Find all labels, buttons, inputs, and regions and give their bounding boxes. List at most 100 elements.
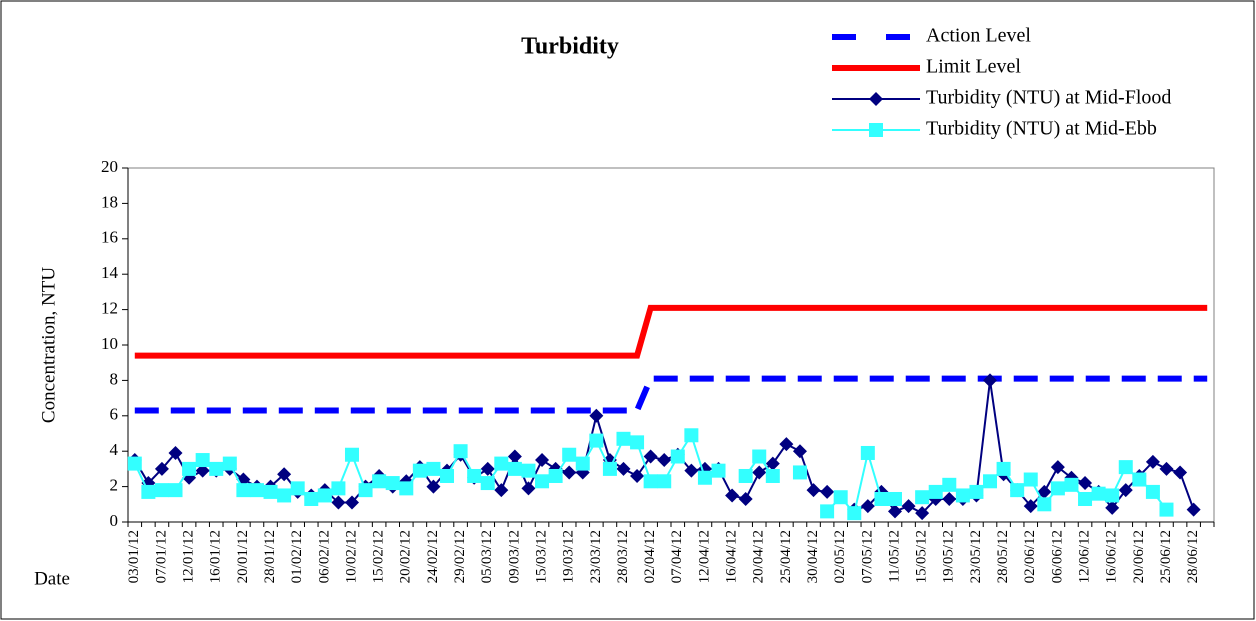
- data-point: [277, 467, 292, 482]
- y-tick-label: 10: [101, 334, 118, 353]
- data-point: [127, 456, 142, 471]
- y-axis-label: Concentration, NTU: [38, 267, 59, 423]
- data-point: [711, 463, 726, 478]
- data-point: [589, 433, 604, 448]
- x-tick-label: 25/06/12: [1158, 530, 1174, 583]
- data-point: [725, 488, 740, 503]
- data-point: [344, 495, 359, 510]
- data-point: [969, 484, 984, 499]
- data-point: [426, 479, 441, 494]
- data-point: [1023, 499, 1038, 514]
- data-point: [331, 495, 346, 510]
- data-point: [752, 465, 767, 480]
- x-tick-label: 03/01/12: [126, 530, 142, 583]
- data-point: [385, 476, 400, 491]
- data-point: [1078, 491, 1093, 506]
- data-point: [507, 449, 522, 464]
- data-point: [399, 481, 414, 496]
- data-point: [928, 484, 943, 499]
- x-tick-label: 15/05/12: [914, 530, 930, 583]
- data-point: [942, 491, 957, 506]
- data-point: [765, 456, 780, 471]
- x-tick-label: 20/01/12: [235, 530, 251, 583]
- data-point: [1145, 454, 1160, 469]
- data-point: [616, 431, 631, 446]
- data-point: [1132, 472, 1147, 487]
- x-tick-label: 20/06/12: [1131, 530, 1147, 583]
- x-tick-label: 01/02/12: [289, 530, 305, 583]
- x-tick-label: 12/06/12: [1076, 530, 1092, 583]
- data-point: [521, 463, 536, 478]
- x-tick-label: 06/06/12: [1049, 530, 1065, 583]
- x-tick-label: 25/04/12: [778, 530, 794, 583]
- x-tick-label: 12/04/12: [696, 530, 712, 583]
- data-point: [480, 476, 495, 491]
- y-tick-label: 2: [110, 476, 119, 495]
- legend-label: Action Level: [926, 25, 1031, 47]
- data-point: [1023, 472, 1038, 487]
- data-point: [182, 461, 197, 476]
- data-point: [263, 484, 278, 499]
- data-point: [1064, 477, 1079, 492]
- data-point: [630, 435, 645, 450]
- data-point: [575, 456, 590, 471]
- data-point: [535, 474, 550, 489]
- data-point: [1173, 465, 1188, 480]
- legend-label: Limit Level: [926, 56, 1021, 78]
- x-tick-label: 23/03/12: [588, 530, 604, 583]
- x-tick-label: 05/03/12: [479, 530, 495, 583]
- data-point: [1186, 502, 1201, 517]
- data-point: [643, 474, 658, 489]
- data-point: [589, 408, 604, 423]
- y-tick-label: 4: [110, 440, 119, 459]
- data-point: [535, 453, 550, 468]
- x-tick-label: 15/02/12: [371, 530, 387, 583]
- data-point: [820, 504, 835, 519]
- data-point: [1118, 483, 1133, 498]
- y-tick-label: 14: [101, 263, 119, 282]
- data-point: [901, 499, 916, 514]
- x-tick-label: 19/03/12: [561, 530, 577, 583]
- data-point: [453, 444, 468, 459]
- data-point: [1105, 488, 1120, 503]
- x-tick-label: 02/04/12: [642, 530, 658, 583]
- x-tick-label: 29/02/12: [452, 530, 468, 583]
- data-point: [168, 445, 183, 460]
- data-point: [1050, 481, 1065, 496]
- data-point: [657, 474, 672, 489]
- data-point: [887, 504, 902, 519]
- x-tick-label: 15/03/12: [533, 530, 549, 583]
- x-tick-label: 28/01/12: [262, 530, 278, 583]
- x-tick-label: 20/02/12: [398, 530, 414, 583]
- data-point: [277, 488, 292, 503]
- data-point: [996, 461, 1011, 476]
- y-tick-label: 16: [101, 228, 118, 247]
- data-point: [562, 447, 577, 462]
- data-point: [1145, 484, 1160, 499]
- data-point: [1091, 486, 1106, 501]
- y-tick-label: 20: [101, 157, 118, 176]
- data-point: [1078, 476, 1093, 491]
- data-point: [1105, 500, 1120, 515]
- data-point: [195, 463, 210, 478]
- data-point: [602, 461, 617, 476]
- data-point: [983, 373, 998, 388]
- data-point: [942, 477, 957, 492]
- x-tick-label: 02/06/12: [1022, 530, 1038, 583]
- data-point: [915, 506, 930, 521]
- x-tick-label: 09/03/12: [506, 530, 522, 583]
- data-point: [860, 499, 875, 514]
- data-point: [643, 449, 658, 464]
- data-point: [412, 463, 427, 478]
- data-point: [1037, 497, 1052, 512]
- x-tick-label: 23/05/12: [968, 530, 984, 583]
- data-point: [249, 483, 264, 498]
- data-point: [168, 483, 183, 498]
- data-point: [507, 461, 522, 476]
- data-point: [860, 445, 875, 460]
- data-point: [141, 484, 156, 499]
- x-tick-label: 06/02/12: [316, 530, 332, 583]
- legend-label: Turbidity (NTU) at Mid-Ebb: [926, 118, 1157, 140]
- x-tick-label: 30/04/12: [805, 530, 821, 583]
